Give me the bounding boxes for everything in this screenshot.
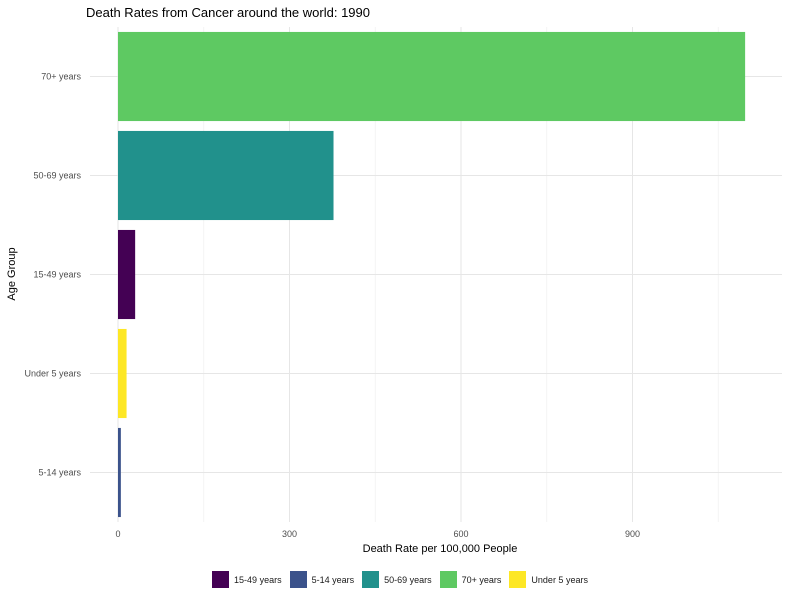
y-tick-label: 50-69 years bbox=[33, 171, 81, 181]
y-tick-label: 15-49 years bbox=[33, 270, 81, 280]
y-tick-label: 5-14 years bbox=[38, 468, 81, 478]
legend-label: 50-69 years bbox=[384, 574, 432, 585]
y-axis-title: Age Group bbox=[6, 247, 18, 300]
legend-swatch bbox=[212, 571, 230, 588]
legend-label: 15-49 years bbox=[234, 574, 282, 585]
legend-item: Under 5 years bbox=[509, 571, 588, 588]
bars bbox=[118, 31, 746, 518]
legend-label: 70+ years bbox=[461, 574, 502, 585]
y-tick-label: Under 5 years bbox=[24, 369, 81, 379]
legend-label: Under 5 years bbox=[531, 574, 588, 585]
legend-swatch bbox=[509, 571, 527, 588]
legend-swatch bbox=[439, 571, 457, 588]
legend: 15-49 years 5-14 years 50-69 years 70+ year… bbox=[0, 571, 800, 588]
bar-15-49-years bbox=[118, 229, 136, 320]
legend-item: 15-49 years bbox=[212, 571, 282, 588]
bar-50-69-years bbox=[118, 130, 334, 221]
x-tick-label: 600 bbox=[453, 529, 468, 539]
legend-swatch bbox=[362, 571, 380, 588]
x-tick-label: 300 bbox=[282, 529, 297, 539]
x-axis-title: Death Rate per 100,000 People bbox=[363, 543, 518, 555]
x-tick-label: 900 bbox=[625, 529, 640, 539]
bar-5-14-years bbox=[118, 427, 121, 518]
legend-item: 70+ years bbox=[439, 571, 502, 588]
legend-item: 50-69 years bbox=[362, 571, 432, 588]
x-tick-label: 0 bbox=[115, 529, 120, 539]
bar-under-5-years bbox=[118, 328, 127, 419]
x-tick-labels: 0 300 600 900 bbox=[115, 529, 640, 539]
chart-title: Death Rates from Cancer around the world… bbox=[86, 5, 370, 20]
y-tick-labels: 70+ years 50-69 years 15-49 years Under 5 y… bbox=[24, 72, 81, 478]
y-tick-label: 70+ years bbox=[41, 72, 81, 82]
legend-swatch bbox=[289, 571, 307, 588]
bar-70-years bbox=[118, 31, 746, 122]
legend-label: 5-14 years bbox=[311, 574, 355, 585]
legend-item: 5-14 years bbox=[289, 571, 355, 588]
